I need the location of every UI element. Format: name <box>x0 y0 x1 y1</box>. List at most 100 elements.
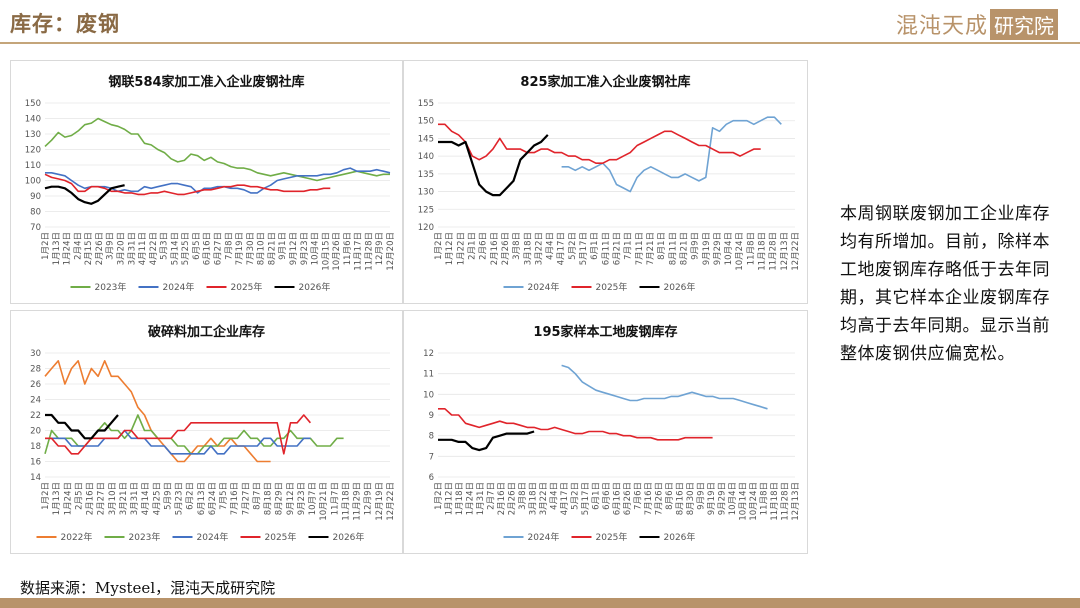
x-tick-label: 11月6日 <box>343 232 353 265</box>
chart-panel-crushed: 破碎料加工企业库存 14 16 18 20 22 24 26 28 30 1月2日 1月13日 1月24… <box>10 310 403 554</box>
x-tick-label: 10月26日 <box>332 232 342 271</box>
series-line-2024年 <box>561 116 782 193</box>
x-tick-label: 4月14日 <box>141 482 151 515</box>
y-tick-label: 7 <box>429 452 434 462</box>
series-line-2024年 <box>561 364 768 410</box>
legend-label: 2023年 <box>95 281 127 293</box>
legend-label: 2024年 <box>163 281 195 293</box>
x-tick-label: 4月22日 <box>149 232 159 265</box>
y-tick-label: 125 <box>418 205 434 215</box>
x-tick-label: 1月13日 <box>52 232 62 265</box>
chart-title: 破碎料加工企业库存 <box>148 324 265 340</box>
x-tick-label: 8月10日 <box>257 232 267 265</box>
x-tick-label: 4月4日 <box>546 232 556 260</box>
x-tick-label: 7月26日 <box>655 482 665 515</box>
x-tick-label: 7月6日 <box>634 482 644 510</box>
y-tick-label: 22 <box>30 411 41 421</box>
y-tick-label: 16 <box>30 458 41 468</box>
x-tick-label: 1月24日 <box>63 232 73 265</box>
x-tick-label: 12月19日 <box>375 482 385 521</box>
x-tick-label: 8月1日 <box>657 232 667 260</box>
legend-label: 2023年 <box>129 531 161 543</box>
x-tick-label: 4月11日 <box>138 232 148 265</box>
legend-label: 2026年 <box>333 531 365 543</box>
x-tick-label: 11月28日 <box>769 232 779 271</box>
x-tick-label: 1月2日 <box>434 232 444 260</box>
y-tick-label: 14 <box>30 473 41 483</box>
x-tick-label: 11月8日 <box>760 482 770 515</box>
series-line-2026年 <box>45 413 119 440</box>
x-tick-label: 3月20日 <box>116 232 126 265</box>
legend-label: 2025年 <box>265 531 297 543</box>
x-tick-label: 2月5日 <box>74 482 84 510</box>
x-tick-label: 9月23日 <box>297 482 307 515</box>
x-tick-label: 9月23日 <box>300 232 310 265</box>
x-tick-label: 11月8日 <box>746 232 756 265</box>
y-tick-label: 130 <box>25 130 41 140</box>
x-tick-label: 10月21日 <box>319 482 329 521</box>
legend-label: 2024年 <box>197 531 229 543</box>
series-line-2025年 <box>45 414 312 455</box>
x-tick-label: 3月21日 <box>119 482 129 515</box>
x-tick-label: 5月17日 <box>581 482 591 515</box>
x-tick-label: 11月18日 <box>758 232 768 271</box>
x-tick-label: 3月22日 <box>534 232 544 265</box>
y-tick-label: 150 <box>418 117 434 127</box>
y-tick-label: 8 <box>429 432 434 442</box>
y-tick-label: 120 <box>25 146 41 156</box>
y-tick-label: 70 <box>30 223 41 233</box>
y-tick-label: 135 <box>418 170 434 180</box>
x-tick-label: 6月1日 <box>592 482 602 510</box>
x-tick-label: 11月7日 <box>330 482 340 515</box>
series-line-2025年 <box>438 123 761 164</box>
x-tick-label: 3月9日 <box>106 232 116 260</box>
x-tick-label: 2月27日 <box>97 482 107 515</box>
x-tick-label: 11月18日 <box>770 482 780 521</box>
y-tick-label: 150 <box>25 99 41 109</box>
x-tick-label: 2月15日 <box>84 232 94 265</box>
x-tick-label: 4月17日 <box>557 232 567 265</box>
series-line-2025年 <box>438 408 713 441</box>
x-tick-label: 1月2日 <box>41 232 51 260</box>
x-tick-label: 2月26日 <box>508 482 518 515</box>
x-tick-label: 8月7日 <box>252 482 262 510</box>
x-tick-label: 4月17日 <box>560 482 570 515</box>
x-tick-label: 10月15日 <box>321 232 331 271</box>
x-tick-label: 3月8日 <box>512 232 522 260</box>
page-title: 库存：废钢 <box>10 11 120 36</box>
series-line-2026年 <box>438 134 549 197</box>
x-tick-label: 1月12日 <box>445 232 455 265</box>
x-tick-label: 2月16日 <box>497 482 507 515</box>
logo-box-text: 研究院 <box>990 8 1058 40</box>
x-tick-label: 8月21日 <box>267 232 277 265</box>
x-tick-label: 9月12日 <box>286 482 296 515</box>
chart-svg-0: 钢联584家加工准入企业废钢社库 70 80 90 100 110 120 130 140 150… <box>25 74 396 293</box>
footer-bar <box>0 598 1080 608</box>
x-tick-label: 3月10日 <box>108 482 118 515</box>
y-tick-label: 80 <box>30 208 41 218</box>
x-tick-label: 11月18日 <box>341 482 351 521</box>
x-tick-label: 2月1日 <box>467 232 477 260</box>
x-tick-label: 3月18日 <box>523 232 533 265</box>
x-tick-label: 2月6日 <box>479 232 489 260</box>
data-source: 数据来源：Mysteel，混沌天成研究院 <box>20 579 276 597</box>
x-tick-label: 6月1日 <box>590 232 600 260</box>
x-tick-label: 1月24日 <box>63 482 73 515</box>
x-tick-label: 4月4日 <box>550 482 560 510</box>
series-line-2023年 <box>44 117 390 182</box>
x-tick-label: 9月9日 <box>697 482 707 510</box>
y-tick-label: 130 <box>418 188 434 198</box>
x-tick-label: 11月17日 <box>354 232 364 271</box>
x-tick-label: 7月1日 <box>624 232 634 260</box>
legend-label: 2026年 <box>664 531 696 543</box>
x-tick-label: 10月4日 <box>728 482 738 515</box>
header-divider <box>0 42 1080 44</box>
x-tick-label: 5月9日 <box>163 482 173 510</box>
y-tick-label: 12 <box>423 349 434 359</box>
x-tick-label: 12月22日 <box>386 482 396 521</box>
x-tick-label: 8月6日 <box>665 482 675 510</box>
logo-main-text: 混沌天成 <box>895 14 988 39</box>
x-tick-label: 5月23日 <box>175 482 185 515</box>
x-tick-label: 9月9日 <box>691 232 701 260</box>
x-tick-label: 10月14日 <box>739 482 749 521</box>
